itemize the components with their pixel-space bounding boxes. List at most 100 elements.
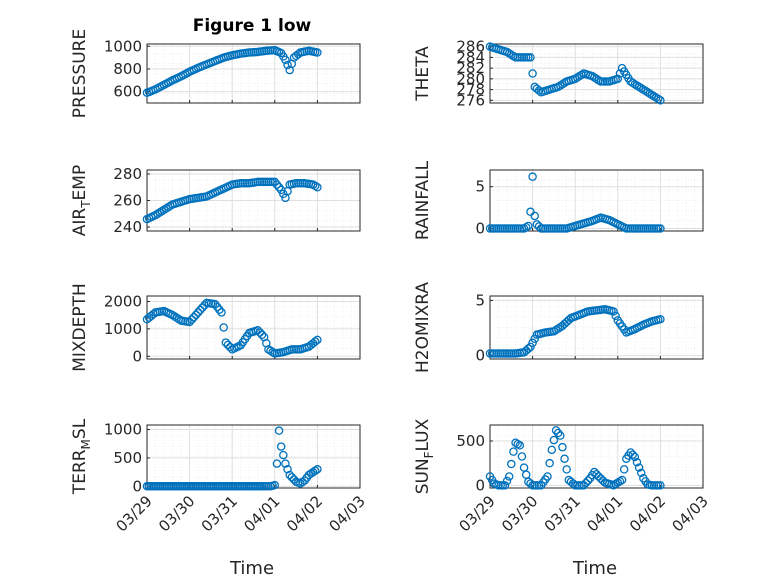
data-point — [513, 439, 522, 449]
y-tick-label: 260 — [113, 192, 142, 210]
axes-box — [146, 43, 361, 104]
y-axis-label: SUNFLUX — [413, 418, 436, 494]
y-tick-label: 500 — [113, 449, 142, 467]
data-point — [630, 79, 640, 89]
data-point — [636, 84, 646, 93]
data-point — [645, 89, 655, 98]
data-point — [504, 49, 514, 58]
data-point — [281, 55, 290, 65]
data-point — [613, 478, 623, 487]
data-point — [581, 478, 591, 488]
data-point — [526, 342, 535, 352]
data-point — [649, 92, 659, 101]
data-point — [577, 70, 586, 80]
data-point — [643, 88, 652, 97]
data-point — [502, 47, 512, 57]
data-point — [168, 310, 177, 320]
data-point — [308, 467, 318, 477]
y-tick-label: 278 — [456, 81, 485, 99]
data-point — [170, 312, 179, 321]
data-point — [656, 96, 665, 105]
data-point — [161, 204, 171, 213]
subplot-1: 600 800 1000 PRESSURE — [70, 29, 361, 118]
y-axis-label: RAINFALL — [413, 160, 433, 240]
data-point — [562, 465, 571, 474]
axes-box — [489, 169, 704, 232]
data-point — [651, 93, 661, 102]
data-point — [225, 342, 235, 352]
data-point — [517, 452, 527, 461]
data-point — [583, 476, 593, 485]
data-point — [159, 205, 169, 215]
data-point — [636, 468, 646, 478]
data-point — [283, 465, 292, 474]
data-point — [287, 472, 297, 482]
data-point — [268, 347, 277, 357]
x-tick-label: 04/01 — [240, 492, 283, 535]
data-point — [270, 480, 280, 490]
data-point — [634, 82, 644, 92]
data-point — [545, 458, 554, 468]
data-point — [656, 481, 665, 490]
data-point — [647, 90, 657, 100]
data-point — [609, 307, 618, 316]
data-point — [592, 469, 601, 479]
data-point — [590, 73, 599, 82]
y-tick-label: 286 — [456, 38, 485, 56]
axes-box — [489, 295, 704, 360]
data-point — [306, 469, 316, 478]
data-point — [619, 465, 629, 474]
data-point — [223, 340, 233, 350]
y-axis-label: PRESSURE — [70, 29, 90, 118]
data-point — [253, 325, 263, 335]
x-axis-label-left: Time — [229, 558, 274, 579]
x-tick-label: 03/31 — [198, 492, 241, 535]
data-point — [656, 224, 665, 233]
data-point — [524, 344, 533, 353]
data-point — [654, 94, 663, 104]
data-point — [276, 442, 286, 451]
subplot-3: 240 260 280 AIRTEMP — [70, 165, 361, 236]
data-point — [611, 311, 620, 321]
x-tick-label: 03/31 — [541, 492, 584, 535]
data-point — [198, 303, 207, 312]
y-tick-label: 0 — [132, 347, 142, 365]
data-point — [628, 450, 637, 459]
data-point — [641, 86, 650, 96]
data-point — [304, 470, 314, 480]
data-point — [630, 452, 640, 462]
y-tick-label: 5 — [475, 178, 485, 196]
data-point — [502, 476, 512, 486]
y-tick-label: 284 — [456, 48, 485, 66]
x-tick-label: 04/02 — [626, 492, 669, 535]
y-tick-label: 280 — [456, 70, 485, 88]
data-point — [528, 172, 537, 181]
data-point — [191, 310, 201, 320]
data-point — [500, 481, 510, 490]
data-point — [579, 481, 588, 490]
data-point — [530, 334, 539, 343]
y-tick-label: 0 — [475, 476, 485, 494]
data-point — [556, 81, 565, 90]
subplot-7: 0 500 1000 03/29 03/30 03/31 04/01 04/02 04/03 TE… — [70, 418, 369, 535]
data-point — [615, 477, 625, 486]
subplot-8: 0 500 03/29 03/30 03/31 04/01 04/02 04/03 SUNFLU… — [413, 418, 712, 535]
data-point — [279, 450, 288, 460]
data-point — [551, 325, 561, 335]
x-tick-label: 04/02 — [283, 492, 326, 535]
data-point — [558, 79, 567, 89]
data-point — [564, 315, 574, 325]
x-tick-label: 04/03 — [326, 492, 369, 535]
data-point — [511, 438, 520, 447]
data-point — [626, 77, 635, 86]
data-point — [611, 479, 620, 489]
data-point — [157, 206, 167, 216]
axes-box — [489, 43, 704, 104]
data-point — [551, 426, 561, 435]
data-point — [274, 182, 284, 192]
data-point — [285, 470, 294, 480]
y-axis-label: AIRTEMP — [70, 165, 93, 236]
x-tick-label: 03/29 — [456, 492, 499, 535]
data-point — [311, 466, 320, 475]
data-point — [549, 435, 559, 445]
